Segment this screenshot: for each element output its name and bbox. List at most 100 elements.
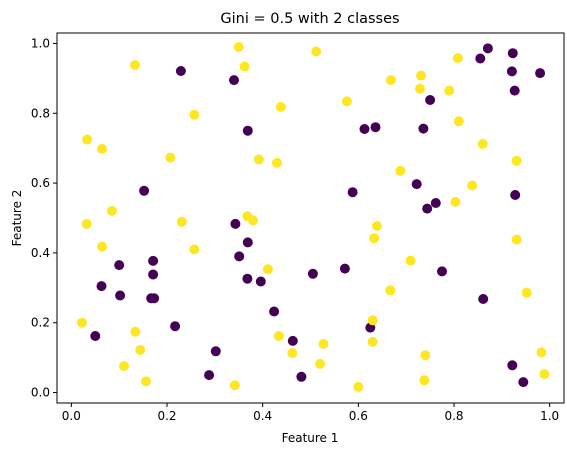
- scatter-point: [311, 46, 322, 57]
- x-axis-label: Feature 1: [282, 431, 339, 445]
- scatter-point: [315, 358, 326, 369]
- scatter-point: [262, 264, 273, 275]
- y-tick-label: 0.2: [31, 316, 50, 330]
- scatter-point: [296, 371, 307, 382]
- scatter-point: [405, 255, 416, 266]
- axis-ticks: 0.0 0.2 0.4 0.6 0.8 1.0 0.0 0.2 0.4 0.6 0.8 1.0: [31, 36, 559, 423]
- scatter-point: [242, 273, 253, 284]
- y-tick-label: 0.0: [31, 386, 50, 400]
- scatter-point: [97, 241, 107, 252]
- scatter-point: [367, 336, 378, 347]
- scatter-point: [437, 266, 447, 277]
- scatter-point: [275, 102, 286, 112]
- scatter-point: [141, 376, 151, 387]
- y-tick-label: 1.0: [31, 36, 50, 50]
- scatter-point: [339, 263, 350, 274]
- scatter-point: [239, 61, 250, 72]
- scatter-point: [230, 218, 241, 229]
- scatter-point: [233, 42, 244, 52]
- x-tick-label: 0.8: [444, 409, 463, 423]
- scatter-point: [444, 85, 455, 96]
- scatter-point: [422, 203, 433, 214]
- scatter-point: [539, 369, 550, 379]
- scatter-point: [367, 315, 378, 326]
- y-axis-label: Feature 2: [10, 190, 24, 247]
- scatter-point: [272, 157, 282, 168]
- scatter-point: [148, 269, 159, 280]
- scatter-point: [176, 216, 187, 227]
- scatter-point: [273, 331, 284, 341]
- scatter-point: [149, 293, 160, 304]
- scatter-point: [253, 154, 264, 165]
- scatter-point: [395, 165, 406, 176]
- x-tick-label: 0.2: [157, 409, 176, 423]
- scatter-point: [204, 370, 215, 381]
- scatter-point: [130, 326, 141, 337]
- y-tick-label: 0.4: [31, 246, 50, 260]
- scatter-point: [81, 218, 92, 229]
- scatter-point: [482, 43, 493, 54]
- scatter-point: [450, 196, 461, 207]
- scatter-point: [287, 348, 298, 359]
- scatter-point: [372, 221, 382, 231]
- y-tick-label: 0.8: [31, 106, 50, 120]
- scatter-point: [385, 285, 396, 296]
- x-tick-label: 1.0: [540, 409, 559, 423]
- scatter-point: [369, 233, 380, 244]
- x-tick-label: 0.0: [62, 409, 81, 423]
- scatter-point: [107, 206, 117, 216]
- scatter-point: [385, 75, 396, 86]
- scatter-point: [415, 83, 425, 94]
- scatter-point: [135, 344, 146, 355]
- scatter-point: [536, 347, 547, 358]
- y-tick-label: 0.6: [31, 176, 50, 190]
- scatter-point: [521, 287, 532, 298]
- scatter-point: [511, 155, 522, 166]
- scatter-point: [359, 124, 370, 134]
- scatter-point: [248, 215, 259, 226]
- x-tick-label: 0.4: [253, 409, 272, 423]
- scatter-point: [518, 377, 529, 388]
- scatter-point: [82, 134, 93, 145]
- scatter-point: [210, 346, 221, 357]
- scatter-point: [234, 251, 245, 262]
- scatter-point: [90, 331, 101, 341]
- scatter-point: [420, 350, 431, 361]
- scatter-point: [419, 375, 430, 386]
- scatter-point: [475, 53, 486, 64]
- scatter-point: [411, 179, 422, 190]
- data-points: [76, 42, 550, 392]
- scatter-point: [430, 198, 441, 208]
- scatter-point: [175, 66, 186, 76]
- scatter-point: [341, 96, 352, 107]
- scatter-point: [535, 68, 546, 79]
- scatter-point: [452, 53, 463, 64]
- scatter-point: [269, 306, 280, 317]
- scatter-point: [353, 381, 364, 392]
- scatter-point: [467, 180, 478, 191]
- scatter-point: [189, 244, 200, 255]
- scatter-point: [229, 380, 240, 391]
- chart-title: Gini = 0.5 with 2 classes: [220, 11, 399, 27]
- scatter-point: [507, 360, 518, 371]
- scatter-point: [115, 290, 126, 301]
- plot-frame: [56, 32, 565, 404]
- scatter-point: [416, 70, 426, 81]
- scatter-point: [370, 122, 381, 133]
- scatter-point: [148, 255, 159, 266]
- scatter-point: [318, 339, 329, 349]
- scatter-point: [477, 139, 488, 149]
- scatter-point: [307, 268, 318, 279]
- scatter-point: [418, 123, 429, 134]
- scatter-point: [507, 48, 518, 59]
- scatter-point: [114, 260, 125, 271]
- scatter-point: [453, 116, 464, 127]
- scatter-point: [119, 361, 129, 371]
- x-tick-label: 0.6: [349, 409, 368, 423]
- scatter-point: [97, 143, 107, 154]
- scatter-point: [96, 281, 107, 292]
- scatter-point: [130, 60, 140, 71]
- scatter-point: [229, 75, 239, 86]
